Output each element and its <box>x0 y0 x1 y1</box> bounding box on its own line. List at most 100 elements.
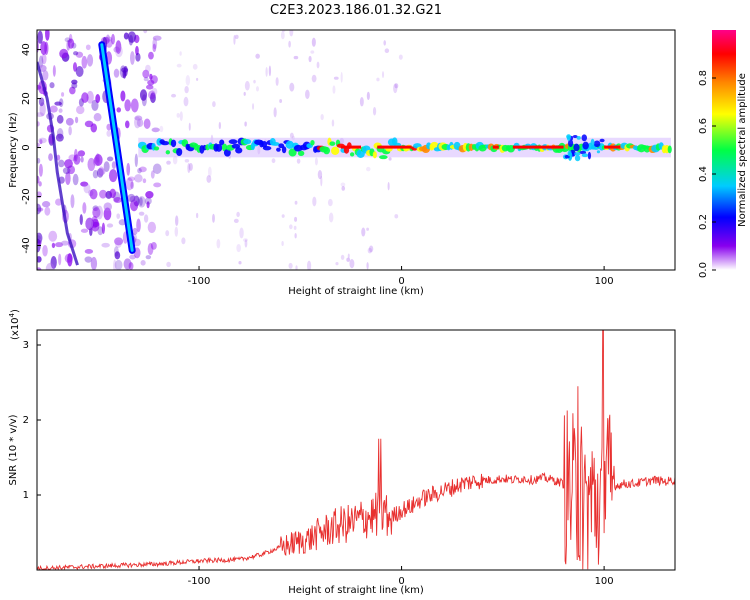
spectrogram-noise <box>188 163 193 171</box>
spectrogram-noise <box>49 105 58 113</box>
spectrogram-noise <box>134 174 143 183</box>
spectrogram-noise <box>71 79 78 85</box>
spectrogram-noise <box>71 82 78 89</box>
spectrogram-noise <box>233 218 239 223</box>
spectrogram-noise <box>188 122 191 131</box>
spectrogram-noise <box>151 127 160 133</box>
main-band-peak <box>512 145 564 149</box>
spectrogram-noise <box>239 227 244 239</box>
main-band-cell <box>165 150 171 155</box>
spectrogram-noise <box>150 241 157 250</box>
main-band-cell <box>262 145 272 151</box>
spectrogram-noise <box>129 195 137 203</box>
spectrogram-noise <box>84 249 94 254</box>
spectrogram-y-tick-label: -20 <box>21 188 32 204</box>
spectrogram-noise <box>37 85 42 90</box>
spectrogram-noise <box>273 107 277 118</box>
spectrogram-noise <box>381 71 385 79</box>
spectrogram-noise <box>152 163 162 175</box>
main-band-peak <box>340 145 362 149</box>
spectrogram-noise <box>86 90 94 104</box>
spectrogram-noise <box>80 228 89 233</box>
spectrogram-noise <box>44 206 51 216</box>
spectrogram-noise <box>143 214 149 223</box>
spectrogram-noise <box>281 30 286 33</box>
spectrogram-noise <box>143 118 151 129</box>
spectrogram-noise <box>80 181 89 187</box>
spectrogram-noise <box>275 77 279 86</box>
spectrogram-noise <box>74 116 79 124</box>
spectrogram-noise <box>37 175 40 184</box>
main-band-cell <box>329 141 336 146</box>
spectrogram-noise <box>111 161 117 169</box>
main-band-cell <box>261 141 268 148</box>
spectrogram-noise <box>252 103 255 110</box>
spectrogram-noise <box>268 65 272 77</box>
spectrogram-noise <box>181 237 186 245</box>
spectrogram-noise <box>92 170 99 179</box>
spectrogram-y-tick-label: -40 <box>21 237 32 253</box>
spectrogram-noise <box>124 99 131 112</box>
spectrogram-noise <box>123 258 132 270</box>
spectrogram-noise <box>244 239 248 248</box>
spectrogram-noise <box>145 64 151 73</box>
spectrogram-noise <box>106 223 114 228</box>
spectrogram-noise <box>138 166 147 173</box>
spectrogram-noise <box>37 142 40 148</box>
spectrogram-noise <box>82 202 87 214</box>
spectrogram-noise <box>394 214 399 219</box>
spectrogram-noise <box>106 156 114 162</box>
main-band-peak <box>604 145 621 149</box>
spectrogram-noise <box>255 53 260 59</box>
spectrogram-noise <box>145 255 152 260</box>
spectrogram-noise <box>113 246 119 257</box>
spectrogram-noise <box>159 125 164 133</box>
main-band-cell <box>153 146 160 151</box>
spectrogram-noise <box>123 32 129 40</box>
spectrogram-noise <box>146 84 154 90</box>
spectrogram-noise <box>72 173 79 186</box>
main-band-cell <box>235 147 243 154</box>
main-band-cell <box>223 149 231 157</box>
spectrogram-noise <box>151 87 158 96</box>
spectrogram-noise <box>147 242 154 256</box>
spectrogram-noise <box>42 244 48 257</box>
spectrogram-noise <box>171 93 177 98</box>
spectrogram-noise <box>280 31 285 40</box>
spectrogram-noise <box>67 253 73 267</box>
spectrogram-noise <box>38 55 44 68</box>
spectrogram-noise <box>120 90 126 102</box>
spectrogram-noise <box>332 85 336 94</box>
spectrogram-noise <box>37 30 43 44</box>
left-faint-trace <box>37 61 79 266</box>
main-band-cell <box>160 140 170 146</box>
spectrogram-noise <box>101 242 110 248</box>
spectrogram-noise <box>38 137 47 144</box>
spectrogram-noise <box>103 161 110 173</box>
spectrogram-noise <box>150 170 155 179</box>
spectrogram-noise <box>293 225 297 230</box>
spectrogram-noise <box>176 63 182 68</box>
main-band-cell <box>281 146 287 154</box>
spectrogram-noise <box>383 40 387 46</box>
spectrogram-noise <box>327 198 333 207</box>
spectrogram-noise <box>234 34 239 39</box>
snr-x-tick-label: 100 <box>595 576 614 587</box>
spectrogram-y-tick-label: 40 <box>21 43 32 56</box>
spectrogram-noise <box>349 259 355 269</box>
spectrogram-noise <box>176 112 180 118</box>
spectrogram-heatmap <box>37 30 672 270</box>
spectrogram-noise <box>114 237 124 246</box>
spectrogram-noise <box>54 101 62 106</box>
main-band-cell <box>176 148 183 156</box>
spectrogram-noise <box>37 157 41 164</box>
main-band-cell <box>243 139 252 145</box>
spectrogram-noise <box>125 177 134 191</box>
spectrogram-x-tick-label: 0 <box>398 276 404 287</box>
spectrogram-noise <box>101 222 106 234</box>
spectrogram-noise <box>113 68 120 78</box>
main-band-cell <box>379 155 388 160</box>
spectrogram-noise <box>130 181 134 189</box>
spectrogram-noise <box>92 207 101 218</box>
spectrogram-noise <box>109 188 117 199</box>
